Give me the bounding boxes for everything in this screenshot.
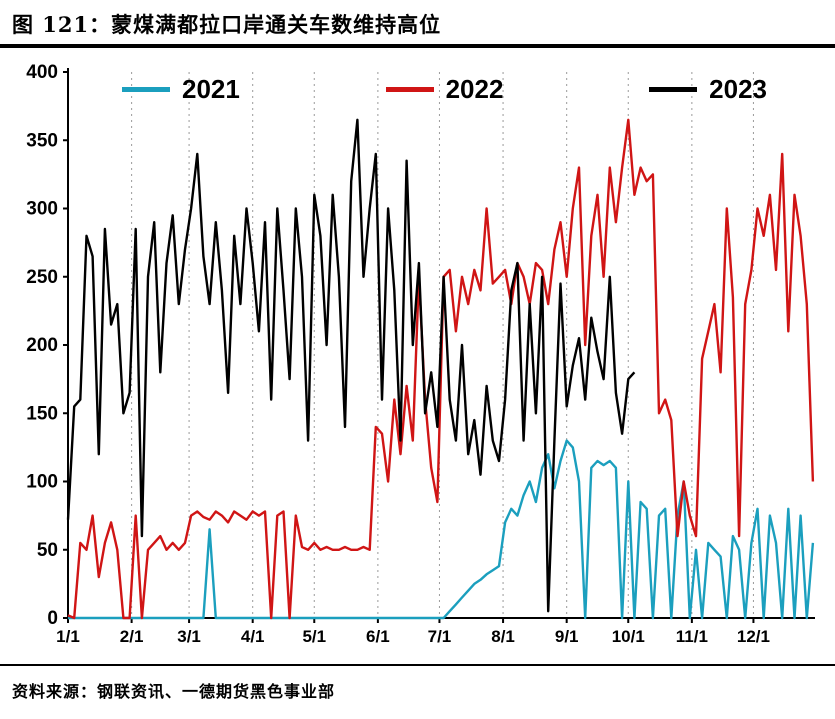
svg-text:7/1: 7/1 <box>428 627 452 646</box>
chart-legend: 2021 2022 2023 <box>122 74 767 105</box>
svg-text:150: 150 <box>26 403 58 424</box>
y-axis-labels: 0 50 100 150 200 250 300 350 400 <box>26 62 68 629</box>
svg-text:2/1: 2/1 <box>120 627 144 646</box>
svg-text:12/1: 12/1 <box>737 627 770 646</box>
svg-text:6/1: 6/1 <box>366 627 390 646</box>
legend-item-2023: 2023 <box>649 74 767 105</box>
svg-text:300: 300 <box>26 199 58 220</box>
legend-label-2021: 2021 <box>182 74 240 104</box>
svg-text:3/1: 3/1 <box>177 627 201 646</box>
chart-area: 2021 2022 2023 0 50 100 150 200 250 300 350 400 1… <box>10 60 825 654</box>
series-line-2022 <box>67 118 815 620</box>
svg-text:1/1: 1/1 <box>56 627 80 646</box>
svg-text:11/1: 11/1 <box>676 627 708 646</box>
series-line-2023 <box>66 118 636 613</box>
series-line-2021 <box>68 439 815 620</box>
legend-swatch-2021 <box>122 87 170 92</box>
legend-swatch-2022 <box>385 87 434 92</box>
svg-text:100: 100 <box>26 472 58 493</box>
svg-text:9/1: 9/1 <box>555 627 579 646</box>
svg-text:0: 0 <box>47 608 58 629</box>
svg-text:5/1: 5/1 <box>302 627 326 646</box>
legend-swatch-2023 <box>649 87 698 92</box>
source-text: 资料来源：钢联资讯、一德期货黑色事业部 <box>12 682 336 701</box>
figure-title: 图 121：蒙煤满都拉口岸通关车数维持高位 <box>12 12 442 37</box>
series-2021 <box>68 439 815 620</box>
svg-text:10/1: 10/1 <box>612 627 645 646</box>
svg-text:8/1: 8/1 <box>491 627 515 646</box>
legend-label-2022: 2022 <box>445 74 504 104</box>
svg-text:400: 400 <box>26 62 58 83</box>
x-axis-labels: 1/1 2/1 3/1 4/1 5/1 6/1 7/1 8/1 9/1 10/1 11/1 12/1 <box>56 618 770 646</box>
svg-text:350: 350 <box>26 130 58 151</box>
legend-item-2021: 2021 <box>122 74 240 105</box>
legend-label-2023: 2023 <box>709 74 767 104</box>
series-2022 <box>67 118 815 620</box>
legend-item-2022: 2022 <box>385 74 504 105</box>
gridlines <box>131 72 754 618</box>
source-divider <box>0 664 835 666</box>
svg-text:50: 50 <box>37 540 58 561</box>
line-chart: 0 50 100 150 200 250 300 350 400 1/1 2/1 3/1 4/1 5/1 6… <box>26 62 815 646</box>
svg-text:200: 200 <box>26 335 58 356</box>
svg-text:4/1: 4/1 <box>241 627 265 646</box>
svg-text:250: 250 <box>26 267 58 288</box>
title-divider <box>0 44 835 48</box>
series-2023 <box>66 118 636 613</box>
